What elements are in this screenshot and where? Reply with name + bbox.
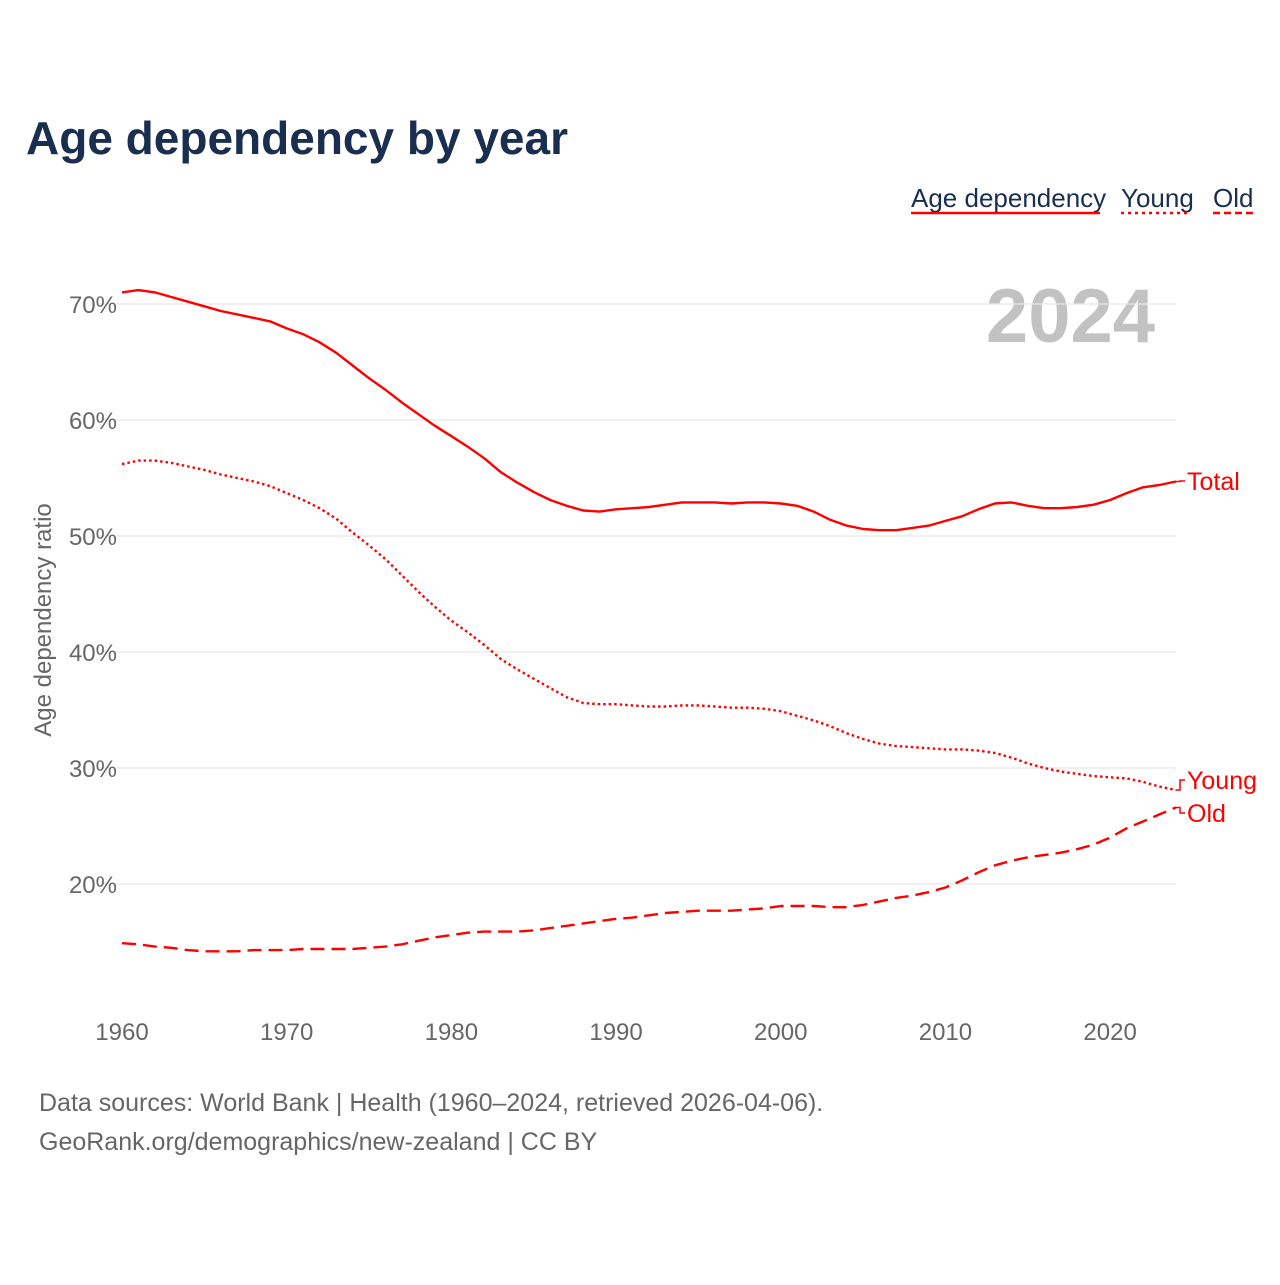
y-tick-label: 30%	[69, 756, 117, 783]
y-axis: 20% 30% 40% 50% 60% 70%	[69, 292, 117, 899]
legend: Age dependency Young Old	[911, 183, 1254, 213]
series-line-young	[122, 461, 1176, 790]
legend-label-age-dependency: Age dependency	[911, 183, 1106, 213]
series-line-old	[122, 807, 1176, 951]
x-tick-label: 1980	[425, 1019, 478, 1046]
x-tick-label: 1990	[589, 1019, 642, 1046]
legend-label-young: Young	[1121, 183, 1194, 213]
y-tick-label: 20%	[69, 872, 117, 899]
y-tick-label: 70%	[69, 292, 117, 319]
watermark-year: 2024	[986, 274, 1155, 359]
y-tick-label: 60%	[69, 408, 117, 435]
x-axis: 1960 1970 1980 1990 2000 2010 2020	[95, 1019, 1137, 1046]
x-tick-label: 1970	[260, 1019, 313, 1046]
end-label-young: Young	[1187, 767, 1257, 795]
series-lines: Total Young Old	[122, 290, 1257, 951]
footer-link[interactable]: GeoRank.org/demographics/new-zealand | C…	[39, 1128, 597, 1156]
legend-label-old: Old	[1213, 183, 1253, 213]
end-label-old: Old	[1187, 800, 1226, 828]
chart-title: Age dependency by year	[26, 112, 568, 164]
x-tick-label: 2020	[1083, 1019, 1136, 1046]
y-axis-label: Age dependency ratio	[30, 503, 57, 737]
y-tick-label: 50%	[69, 524, 117, 551]
end-label-connector	[1176, 780, 1185, 790]
x-tick-label: 2000	[754, 1019, 807, 1046]
end-label-total: Total	[1187, 468, 1240, 496]
x-tick-label: 1960	[95, 1019, 148, 1046]
y-tick-label: 40%	[69, 640, 117, 667]
gridlines	[100, 304, 1176, 884]
end-label-connector	[1176, 807, 1185, 813]
x-tick-label: 2010	[919, 1019, 972, 1046]
footer-source: Data sources: World Bank | Health (1960–…	[39, 1089, 823, 1117]
